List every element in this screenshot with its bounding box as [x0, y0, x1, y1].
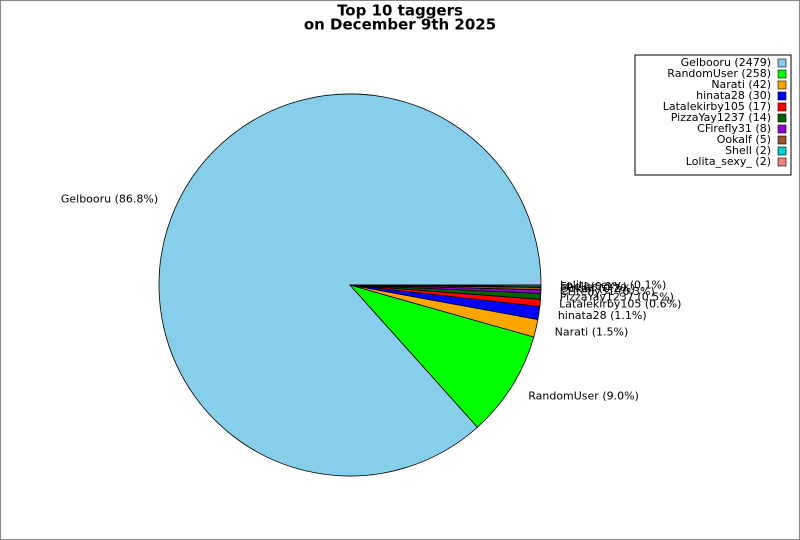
legend-swatch: [777, 91, 787, 101]
legend-label: hinata28 (30): [696, 89, 771, 102]
slice-label: Narati (1.5%): [555, 326, 629, 339]
slice-label: PizzaYay1237 (0.5%): [560, 291, 674, 304]
chart-subtitle: on December 9th 2025: [304, 16, 496, 34]
legend-swatch: [777, 135, 787, 145]
legend-label: Gelbooru (2479): [681, 56, 771, 69]
legend-swatch: [777, 113, 787, 123]
chart-title: Top 10 taggers: [337, 2, 463, 20]
legend-swatch: [777, 102, 787, 112]
pie-slice: [348, 284, 535, 428]
legend-label: Narati (42): [711, 78, 771, 91]
slice-label: Latalekirby105 (0.6%): [559, 298, 681, 311]
pie-slice: [158, 93, 542, 477]
legend-swatch: [777, 157, 787, 167]
slice-label: CFirefly31 (0.3%): [560, 285, 655, 298]
legend-swatch: [777, 69, 787, 79]
slice-label: Ookalf (0.2%): [560, 282, 635, 295]
slice-label: RandomUser (9.0%): [528, 389, 639, 402]
legend-label: Ookalf (5): [717, 133, 771, 146]
pie-slice: [349, 284, 542, 287]
slice-label: Gelbooru (86.8%): [61, 192, 158, 205]
legend-label: Latalekirby105 (17): [663, 100, 771, 113]
slice-label: hinata28 (1.1%): [558, 309, 647, 322]
slice-label: Shell (0.1%): [560, 280, 627, 293]
legend-swatch: [777, 58, 787, 68]
legend-label: Shell (2): [725, 144, 771, 157]
legend-swatch: [777, 124, 787, 134]
legend-swatch: [777, 80, 787, 90]
slice-label: Lolita_sexy_ (0.1%): [560, 279, 666, 292]
legend-box: [634, 54, 792, 176]
legend-swatch: [777, 146, 787, 156]
legend-label: CFirefly31 (8): [697, 122, 771, 135]
legend-label: Lolita_sexy_ (2): [686, 155, 771, 168]
legend-label: RandomUser (258): [667, 67, 771, 80]
legend-label: PizzaYay1237 (14): [671, 111, 771, 124]
